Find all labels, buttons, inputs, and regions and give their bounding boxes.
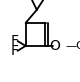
Text: F: F (10, 44, 18, 58)
Text: —CH₃: —CH₃ (66, 41, 80, 51)
Text: F: F (10, 34, 18, 48)
Text: O: O (49, 39, 60, 53)
